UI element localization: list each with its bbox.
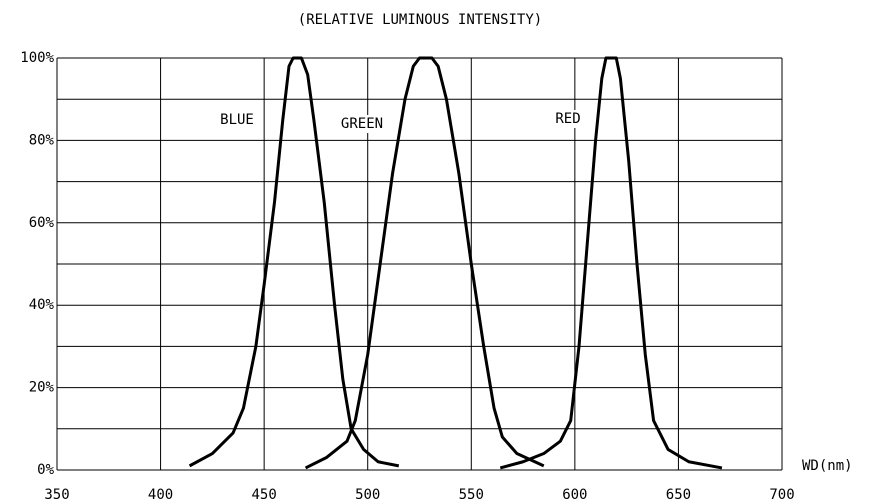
series-label: GREEN: [341, 116, 383, 132]
x-tick-label: 600: [562, 487, 587, 503]
x-tick-label: 400: [148, 487, 173, 503]
series-label: BLUE: [220, 112, 254, 128]
series-line: [499, 56, 723, 470]
x-tick-label: 650: [666, 487, 691, 503]
x-tick-label: 550: [459, 487, 484, 503]
series-label: RED: [555, 111, 580, 127]
series-line: [304, 56, 545, 470]
y-tick-label: 40%: [29, 297, 55, 313]
series-label-bg: [338, 115, 386, 133]
y-tick-label: 60%: [29, 215, 55, 231]
series-label-bg: [218, 111, 256, 129]
x-tick-label: 700: [769, 487, 794, 503]
x-tick-label: 350: [44, 487, 69, 503]
x-tick-label: 500: [355, 487, 380, 503]
series-label-bg: [553, 110, 583, 128]
y-tick-label: 0%: [37, 462, 54, 478]
chart-title: (RELATIVE LUMINOUS INTENSITY): [298, 12, 542, 28]
x-axis-label: WD(nm): [802, 458, 853, 474]
y-tick-label: 20%: [29, 380, 55, 396]
x-tick-label: 450: [251, 487, 276, 503]
y-tick-label: 80%: [29, 132, 55, 148]
series-line: [188, 56, 400, 468]
y-tick-label: 100%: [20, 50, 54, 66]
